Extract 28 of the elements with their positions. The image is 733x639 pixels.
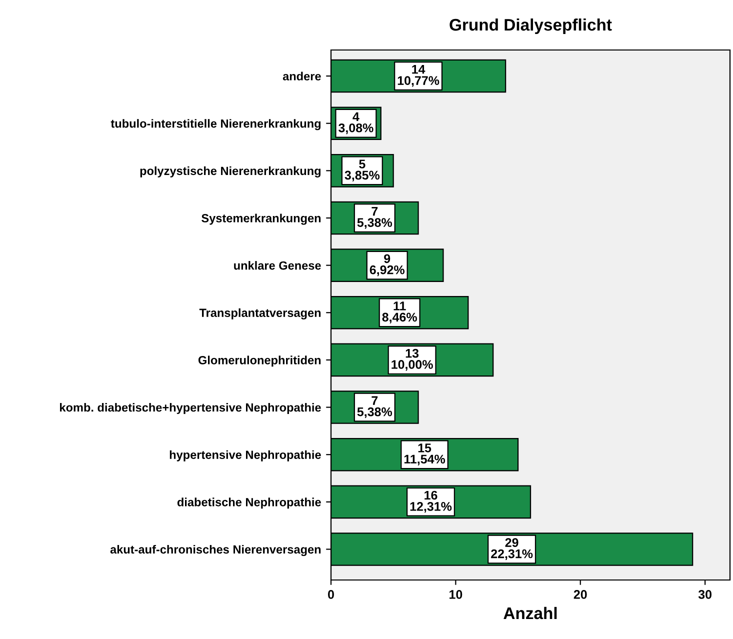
- x-tick-label: 10: [450, 590, 462, 599]
- data-label: 13 10,00%: [392, 348, 433, 371]
- data-label: 9 6,92%: [370, 254, 404, 276]
- data-label: 29 22,31%: [491, 538, 533, 560]
- data-label: 7 5,38%: [357, 207, 392, 229]
- data-label: 4 3,08%: [338, 112, 374, 134]
- data-label: 15 11,54%: [404, 444, 446, 466]
- y-tick-label: komb. diabetische+hypertensive Nephropathie: [60, 403, 321, 414]
- y-tick-label: andere: [282, 72, 321, 80]
- y-tick-label: polyzystische Nierenerkrankung: [140, 166, 320, 178]
- y-tick-label: unklare Genese: [234, 261, 321, 270]
- y-tick-label: akut-auf-chronisches Nierenversagen: [110, 544, 321, 556]
- y-tick-label: tubulo-interstitielle Nierenerkrankung: [110, 119, 321, 130]
- y-tick-label: Transplantatversagen: [199, 308, 321, 320]
- x-tick-label: 20: [574, 590, 587, 599]
- x-tick-label: 30: [698, 590, 712, 599]
- data-label: 5 3,85%: [344, 160, 380, 182]
- data-label: 7 5,38%: [357, 396, 392, 418]
- y-tick-label: hypertensive Nephropathie: [170, 450, 321, 462]
- data-label: 16 12,31%: [410, 490, 452, 513]
- chart-title: Grund Dialysepflicht: [450, 18, 612, 34]
- x-tick-label: 0: [328, 590, 334, 599]
- x-axis-title: Anzahl: [504, 606, 557, 620]
- y-tick-label: diabetische Nephropathie: [177, 498, 321, 509]
- data-label: 14 10,77%: [398, 65, 440, 87]
- y-tick-label: Glomerulonephritiden: [198, 356, 321, 367]
- y-tick-label: Systemerkrankungen: [202, 214, 321, 225]
- data-label: 11 8,46%: [382, 302, 417, 324]
